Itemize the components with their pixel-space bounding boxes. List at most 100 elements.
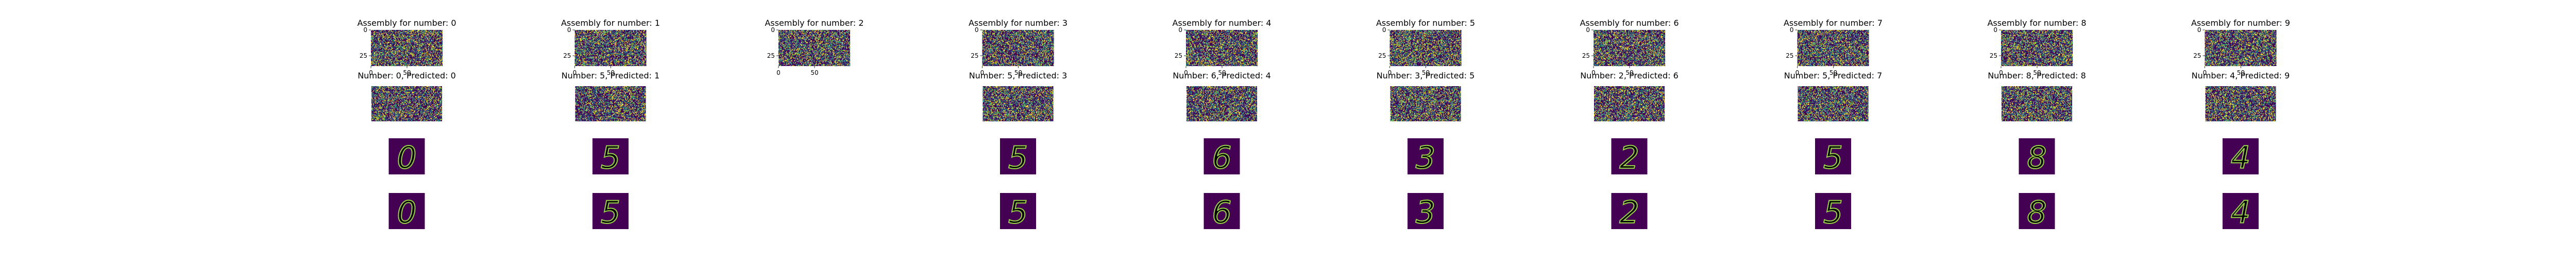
heatmap-cell	[405, 98, 406, 99]
heatmap-cell	[425, 66, 426, 67]
heatmap-cell	[413, 30, 414, 31]
heatmap-cell	[437, 66, 438, 67]
heatmap-cell	[398, 42, 399, 43]
heatmap-cell	[393, 31, 394, 33]
heatmap-cell	[390, 46, 391, 47]
heatmap-cell	[391, 59, 392, 60]
heatmap-cell	[442, 32, 443, 33]
heatmap-cell	[428, 94, 429, 95]
heatmap-cell	[397, 54, 398, 55]
y-tick-label: 0	[363, 26, 367, 34]
heatmap-cell	[441, 66, 442, 67]
heatmap-cell	[432, 53, 433, 54]
heatmap-cell	[425, 100, 426, 101]
heatmap-cell	[434, 96, 435, 98]
prediction-label: Number: 0, Predicted: 0	[358, 71, 456, 80]
heatmap-cell	[435, 52, 436, 53]
heatmap-cell	[392, 44, 393, 45]
heatmap-cell	[398, 61, 399, 62]
heatmap-cell	[441, 38, 442, 39]
heatmap-cell	[376, 95, 377, 96]
heatmap-cell	[441, 88, 442, 89]
heatmap-cell	[426, 63, 427, 64]
heatmap-cell	[388, 56, 389, 57]
heatmap-cell	[425, 96, 426, 98]
heatmap-cell	[435, 30, 436, 31]
heatmap-cell	[407, 58, 408, 59]
heatmap-cell	[435, 58, 436, 59]
heatmap-cell	[401, 100, 402, 101]
heatmap-cell	[372, 91, 373, 92]
heatmap-cell	[411, 56, 412, 57]
heatmap-cell	[386, 50, 387, 51]
heatmap-cell	[427, 61, 428, 62]
heatmap-cell	[395, 95, 396, 96]
heatmap-cell	[423, 47, 424, 49]
heatmap-cell	[419, 40, 420, 41]
heatmap-cell	[383, 37, 384, 38]
heatmap-cell	[418, 56, 419, 57]
heatmap-cell	[422, 47, 423, 49]
heatmap-cell	[390, 40, 391, 41]
heatmap-cell	[407, 59, 408, 60]
heatmap-cell	[411, 46, 412, 47]
heatmap-cell	[436, 42, 437, 43]
heatmap-cell	[442, 37, 443, 38]
heatmap-cell	[409, 54, 410, 55]
heatmap-cell	[378, 89, 379, 90]
heatmap-cell	[380, 88, 381, 89]
assembly-title: Assembly for number: 0	[357, 18, 456, 28]
heatmap-cell	[379, 34, 380, 35]
heatmap-cell	[437, 88, 438, 89]
assembly-heatmap	[371, 30, 443, 66]
heatmap-cell	[430, 52, 431, 53]
heatmap-cell	[409, 40, 410, 41]
heatmap-cell	[390, 99, 391, 100]
heatmap-cell	[397, 33, 398, 34]
heatmap-cell	[434, 66, 435, 67]
heatmap-cell	[392, 37, 393, 38]
heatmap-cell	[428, 90, 429, 91]
y-tick-label: 25	[360, 52, 367, 59]
heatmap-cell	[388, 90, 389, 91]
heatmap-cell	[439, 56, 440, 57]
heatmap-cell	[422, 34, 423, 35]
heatmap-cell	[374, 90, 375, 91]
heatmap-cell	[426, 44, 427, 45]
heatmap-cell	[386, 37, 387, 38]
heatmap-cell	[428, 37, 429, 38]
heatmap-cell	[442, 66, 443, 67]
heatmap-cell	[378, 50, 379, 51]
heatmap-cell	[382, 62, 383, 63]
heatmap-cell	[432, 99, 433, 100]
heatmap-cell	[371, 33, 372, 34]
heatmap-cell	[442, 52, 443, 53]
heatmap-cell	[374, 57, 375, 58]
heatmap-cell	[382, 66, 383, 67]
heatmap-cell	[437, 53, 438, 54]
heatmap-cell	[436, 56, 437, 57]
heatmap-cell	[413, 94, 414, 95]
heatmap-cell	[421, 41, 422, 42]
heatmap-cell	[400, 66, 401, 67]
heatmap-cell	[413, 33, 414, 34]
heatmap-cell	[375, 33, 376, 34]
heatmap-cell	[420, 61, 421, 62]
heatmap-cell	[432, 37, 433, 38]
heatmap-cell	[371, 66, 372, 67]
heatmap-cell	[385, 90, 386, 91]
heatmap-cell	[408, 53, 409, 54]
heatmap-cell	[413, 61, 414, 62]
heatmap-cell	[378, 30, 379, 31]
heatmap-cell	[441, 32, 442, 33]
heatmap-cell	[419, 62, 420, 63]
heatmap-cell	[413, 66, 414, 67]
heatmap-cell	[376, 52, 377, 53]
heatmap-cell	[391, 35, 392, 36]
heatmap-cell	[425, 40, 426, 41]
heatmap-cell	[439, 54, 440, 55]
heatmap-cell	[430, 47, 431, 49]
heatmap-cell	[417, 63, 418, 64]
heatmap-cell	[431, 66, 432, 67]
heatmap-cell	[428, 96, 429, 98]
